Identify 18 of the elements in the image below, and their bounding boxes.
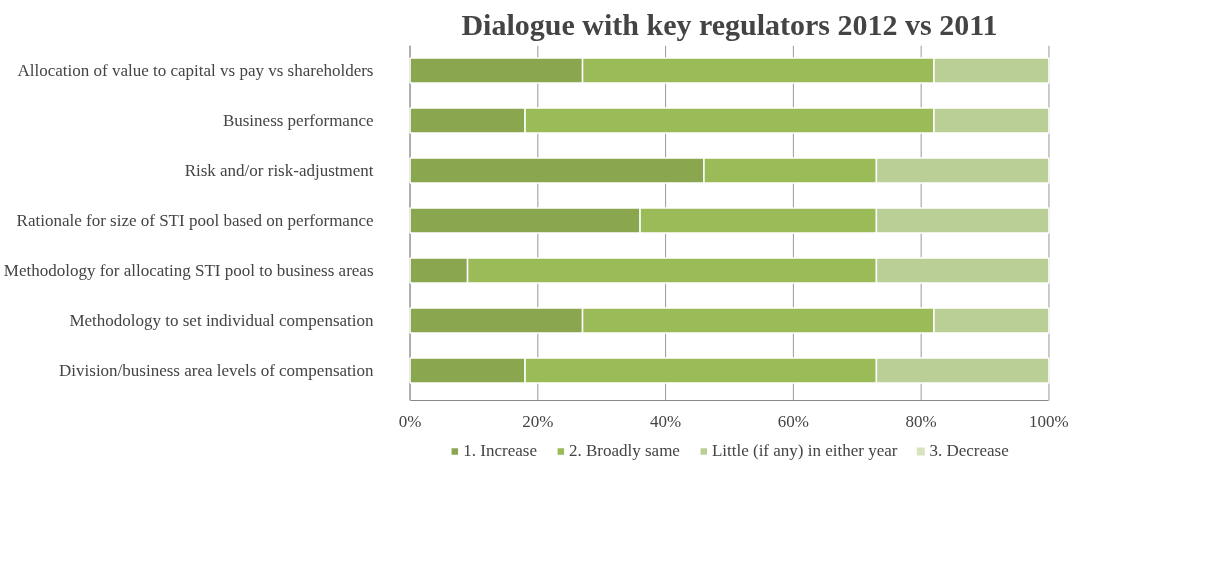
y-tick-label: Risk and/or risk-adjustment	[184, 161, 374, 180]
x-tick-label: 100%	[1029, 411, 1069, 431]
y-tick-label: Allocation of value to capital vs pay vs shareholders	[17, 61, 374, 80]
x-tick-label: 60%	[777, 411, 809, 431]
legend-label: 3. Decrease	[929, 441, 1009, 461]
x-tick-label: 0%	[398, 411, 422, 431]
y-tick-label: Division/business area levels of compensation	[59, 361, 374, 380]
chart-title: Dialogue with key regulators 2012 vs 2011	[461, 7, 998, 41]
y-tick-label: Business performance	[222, 111, 374, 130]
x-tick-label: 40%	[650, 411, 682, 431]
legend-label: 1. Increase	[463, 441, 537, 461]
x-tick-label: 20%	[522, 411, 554, 431]
legend-label: Little (if any) in either year	[711, 441, 898, 461]
y-tick-label: Methodology for allocating STI pool to business areas	[3, 261, 374, 280]
y-tick-label: Rationale for size of STI pool based on performance	[16, 211, 374, 230]
y-tick-label: Methodology to set individual compensation	[69, 311, 374, 330]
x-tick-label: 80%	[905, 411, 937, 431]
legend-label: 2. Broadly same	[568, 441, 680, 461]
